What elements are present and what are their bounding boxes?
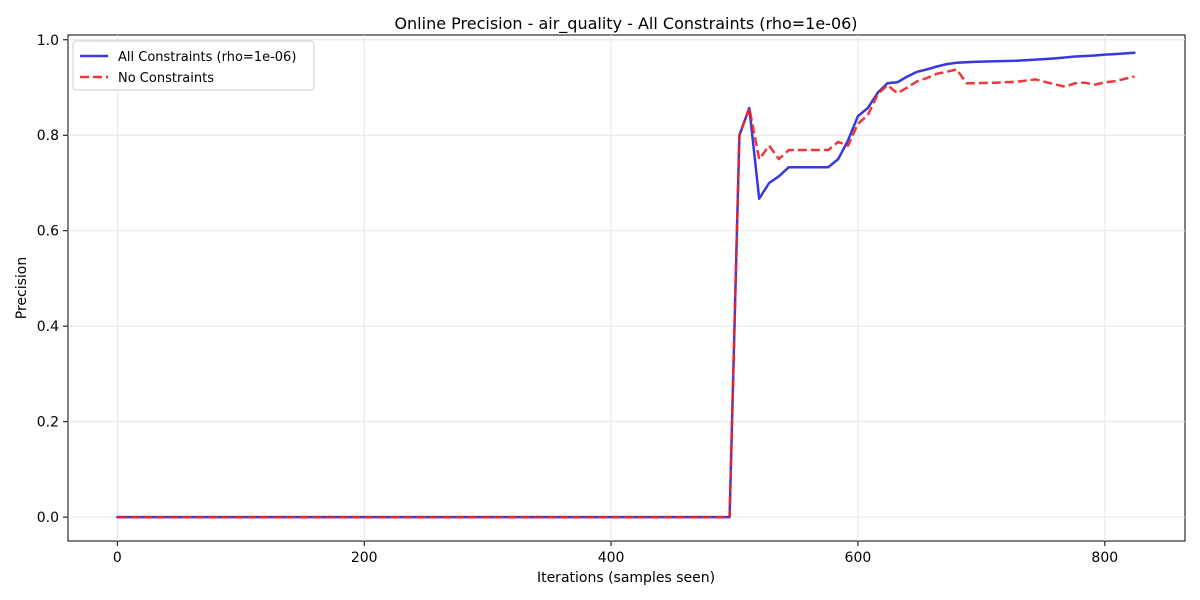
x-tick-label: 400 bbox=[598, 550, 625, 566]
axis-ticks: 0 200 400 600 800 0.0 0.2 0.4 0.6 0.8 1.0 bbox=[37, 33, 1118, 566]
grid bbox=[68, 35, 1185, 541]
y-tick-label: 0.0 bbox=[37, 510, 59, 526]
y-axis-label: Precision bbox=[14, 257, 30, 319]
x-tick-label: 800 bbox=[1091, 550, 1118, 566]
series-line-no-constraints bbox=[117, 68, 1135, 519]
plot-area-frame bbox=[67, 34, 1186, 542]
x-tick-label: 200 bbox=[351, 550, 378, 566]
x-tick-label: 600 bbox=[845, 550, 872, 566]
y-tick-label: 0.6 bbox=[37, 224, 59, 240]
x-tick-label: 0 bbox=[113, 550, 122, 566]
y-tick-label: 1.0 bbox=[37, 33, 59, 49]
y-tick-label: 0.8 bbox=[37, 128, 59, 144]
x-axis-label: Iterations (samples seen) bbox=[537, 570, 715, 586]
series-lines bbox=[116, 51, 1136, 519]
legend-label-all-constraints: All Constraints (rho=1e-06) bbox=[118, 50, 296, 65]
legend-label-no-constraints: No Constraints bbox=[118, 71, 214, 86]
series-line-all-constraints bbox=[116, 51, 1136, 519]
legend: All Constraints (rho=1e-06) No Constrain… bbox=[72, 40, 315, 91]
chart-title: Online Precision - air_quality - All Con… bbox=[394, 14, 857, 34]
y-tick-label: 0.4 bbox=[37, 319, 59, 335]
legend-box bbox=[72, 40, 315, 91]
y-tick-label: 0.2 bbox=[37, 415, 59, 431]
